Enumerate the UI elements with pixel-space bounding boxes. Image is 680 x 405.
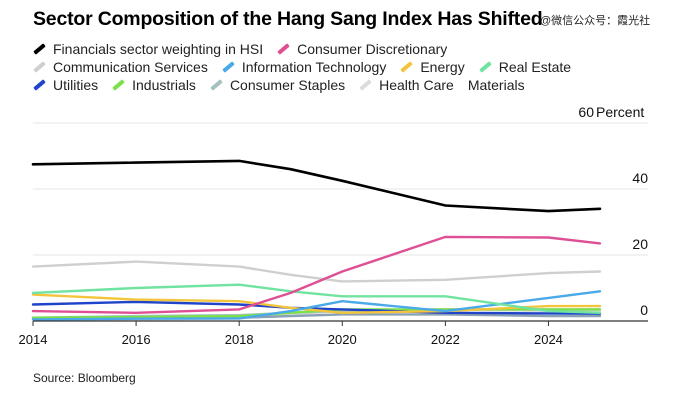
series-line bbox=[31, 235, 602, 314]
legend-row: Utilities Industrials Consumer Staples Heal… bbox=[33, 76, 673, 94]
legend-row: Financials sector weighting in HSI Consum… bbox=[33, 40, 673, 58]
legend-item: Industrials bbox=[112, 77, 196, 93]
source-note: Source: Bloomberg bbox=[33, 371, 136, 385]
legend-item: Materials bbox=[468, 77, 525, 93]
y-tick-label: 0 bbox=[640, 302, 648, 318]
legend-label: Materials bbox=[467, 77, 525, 93]
x-tick-label: 2014 bbox=[19, 332, 48, 347]
series-line bbox=[31, 260, 602, 283]
x-tick-label: 2022 bbox=[431, 332, 460, 347]
legend-item: Financials sector weighting in HSI bbox=[33, 41, 263, 57]
series-line bbox=[31, 283, 602, 314]
series-line bbox=[31, 300, 602, 315]
x-tick-label: 2024 bbox=[534, 332, 563, 347]
legend-label: Real Estate bbox=[498, 59, 572, 75]
series-line bbox=[31, 290, 602, 321]
legend-row: Communication Services Information Techno… bbox=[33, 58, 673, 76]
chart-title: Sector Composition of the Hang Sang Inde… bbox=[33, 8, 543, 30]
x-tick-label: 2018 bbox=[225, 332, 254, 347]
series-line bbox=[31, 159, 602, 213]
legend-label: Industrials bbox=[132, 77, 196, 93]
x-tick-label: 2020 bbox=[328, 332, 357, 347]
y-axis-unit-label: Percent bbox=[596, 104, 644, 120]
watermark: @微信公众号：霞光社 bbox=[540, 15, 651, 27]
y-tick-label: 60 bbox=[578, 104, 594, 120]
legend-label: Consumer Discretionary bbox=[297, 41, 448, 57]
y-tick-label: 20 bbox=[632, 236, 648, 252]
legend-item: Communication Services bbox=[33, 59, 208, 75]
y-tick-label: 40 bbox=[632, 170, 648, 186]
legend-item: Consumer Discretionary bbox=[277, 41, 447, 57]
legend-label: Utilities bbox=[53, 77, 99, 93]
legend-item: Utilities bbox=[33, 77, 98, 93]
series-line bbox=[31, 293, 602, 314]
legend-label: Information Technology bbox=[241, 59, 387, 75]
legend-item: Information Technology bbox=[222, 59, 387, 75]
legend-item: Health Care bbox=[359, 77, 454, 93]
x-tick-label: 2016 bbox=[122, 332, 151, 347]
legend: Financials sector weighting in HSI Consum… bbox=[33, 40, 673, 94]
legend-label: Energy bbox=[420, 59, 465, 75]
legend-label: Consumer Staples bbox=[229, 77, 346, 93]
legend-label: Financials sector weighting in HSI bbox=[53, 41, 264, 57]
legend-item: Real Estate bbox=[478, 59, 572, 75]
legend-label: Health Care bbox=[379, 77, 454, 93]
legend-item: Energy bbox=[400, 59, 465, 75]
legend-label: Communication Services bbox=[53, 59, 208, 75]
legend-item: Consumer Staples bbox=[210, 77, 345, 93]
